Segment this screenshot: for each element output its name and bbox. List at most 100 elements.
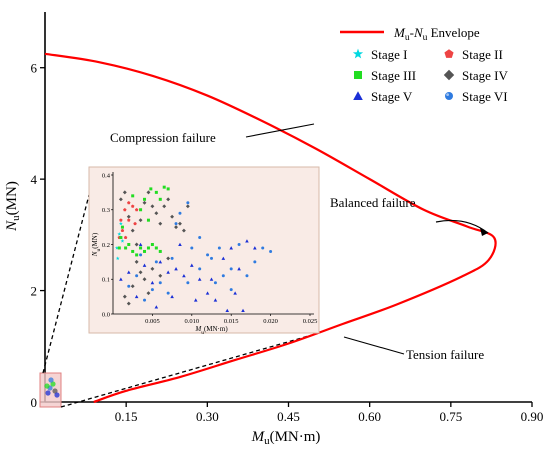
annotations: Compression failure Balanced failure Tensi…	[110, 123, 489, 362]
inset-data-point	[115, 245, 119, 250]
inset-data-point	[166, 187, 170, 191]
inset-data-point	[206, 253, 210, 257]
inset-data-point	[146, 246, 150, 250]
legend-marker-pentagon	[444, 49, 454, 58]
legend: Mu-Nu Envelope Stage I Stage II Stage III St…	[340, 25, 508, 104]
inset-data-point	[178, 211, 182, 215]
inset-data-point	[139, 253, 143, 257]
zoom-region-mark	[44, 383, 50, 389]
inset-data-point	[245, 274, 249, 278]
inset-data-point	[146, 218, 150, 222]
inset-data-point	[143, 197, 147, 201]
inset-data-point	[190, 246, 194, 250]
inset-x-tick-label: 0.010	[184, 318, 199, 325]
annotation-arrow	[435, 219, 489, 234]
inset-data-point	[181, 228, 186, 233]
envelope-curve	[44, 52, 497, 404]
inset-data-point	[237, 243, 241, 246]
inset-data-point	[178, 242, 182, 246]
inset-data-point	[229, 288, 233, 292]
inset-data-point	[131, 249, 135, 253]
y-ticks: 0 2 4 6	[31, 61, 45, 410]
inset-y-axis-label: Nu(MN)	[91, 232, 102, 257]
inset-data-point	[130, 228, 135, 233]
x-tick-label: 0.45	[277, 409, 300, 424]
inset-data-point	[120, 225, 124, 229]
inset-data-point	[131, 194, 135, 198]
inset-data-point	[221, 256, 226, 260]
inset-x-tick-label: 0.025	[303, 318, 318, 325]
inset-data-point	[186, 201, 190, 205]
zoom-region-mark	[48, 377, 54, 383]
y-tick-label: 6	[31, 61, 38, 76]
inset-data-point	[225, 308, 230, 313]
inset-data-point	[261, 246, 265, 250]
inset-data-point	[118, 197, 123, 202]
inset-data-point	[138, 218, 143, 223]
inset-data-point	[130, 284, 135, 289]
annotation-arrowhead	[480, 228, 488, 236]
inset-data-point	[126, 214, 131, 219]
inset-data-point	[166, 291, 170, 295]
inset-data-point	[150, 204, 155, 209]
inset-data-point	[158, 249, 162, 253]
inset-data-point	[127, 243, 131, 246]
inset-series-stage-v	[119, 239, 257, 313]
inset-data-point	[166, 197, 171, 202]
inset-data-point	[170, 294, 174, 299]
inset-data-point	[142, 263, 147, 267]
inset-y-tick-label: 0.0	[102, 311, 110, 318]
inset-data-point	[134, 259, 139, 264]
inset-series-stage-i	[115, 221, 125, 261]
inset-data-point	[158, 281, 162, 285]
inset-data-point	[193, 298, 198, 302]
inset-data-point	[253, 246, 257, 250]
inset-data-point	[166, 256, 171, 261]
inset-data-point	[138, 242, 143, 246]
legend-envelope-label: Mu-Nu Envelope	[393, 25, 480, 43]
inset-data-point	[237, 267, 241, 271]
inset-data-point	[134, 294, 139, 299]
x-tick-label: 0.60	[358, 409, 381, 424]
inset-data-point	[229, 267, 233, 271]
inset-data-point	[146, 291, 151, 296]
inset-data-point	[127, 218, 131, 222]
inset-data-point	[178, 221, 182, 226]
inset-x-tick-label: 0.020	[263, 318, 278, 325]
y-tick-label: 0	[31, 395, 38, 410]
inset-data-point	[241, 308, 245, 313]
x-tick-label: 0.30	[196, 409, 219, 424]
inset-data-point	[182, 273, 186, 278]
inset-data-point	[158, 221, 163, 226]
annotation-leader	[245, 123, 315, 138]
inset-x-axis-label: Mu(MN·m)	[194, 325, 228, 336]
inset-data-point	[158, 273, 163, 278]
inset-data-point	[158, 197, 162, 201]
inset-data-point	[127, 284, 131, 288]
inset-data-point	[134, 242, 139, 247]
legend-marker-star	[352, 48, 364, 59]
inset-data-point	[233, 291, 237, 295]
inset-data-point	[135, 274, 139, 278]
inset-data-point	[213, 298, 218, 302]
inset-data-point	[221, 274, 225, 278]
x-ticks: 0.15 0.30 0.45 0.60 0.75 0.90	[115, 402, 543, 424]
annotation-label: Compression failure	[110, 130, 216, 145]
inset-data-point	[162, 185, 166, 189]
zoom-region-mark	[54, 392, 60, 398]
inset-data-point	[174, 225, 178, 230]
inset-data-point	[123, 235, 128, 240]
inset-data-point	[205, 291, 210, 295]
inset-series-stage-iv	[118, 190, 190, 306]
inset-data-point	[142, 200, 147, 205]
inset-data-point	[117, 232, 122, 236]
inset-data-point	[245, 239, 249, 243]
inset-data-point	[158, 260, 163, 264]
inset-data-point	[154, 260, 158, 264]
inset-data-point	[139, 208, 143, 212]
inset-data-point	[269, 249, 273, 253]
y-tick-label: 4	[31, 172, 38, 187]
inset-data-point	[186, 281, 190, 285]
inset-data-point	[217, 246, 221, 250]
legend-stage-label: Stage V	[371, 89, 413, 104]
